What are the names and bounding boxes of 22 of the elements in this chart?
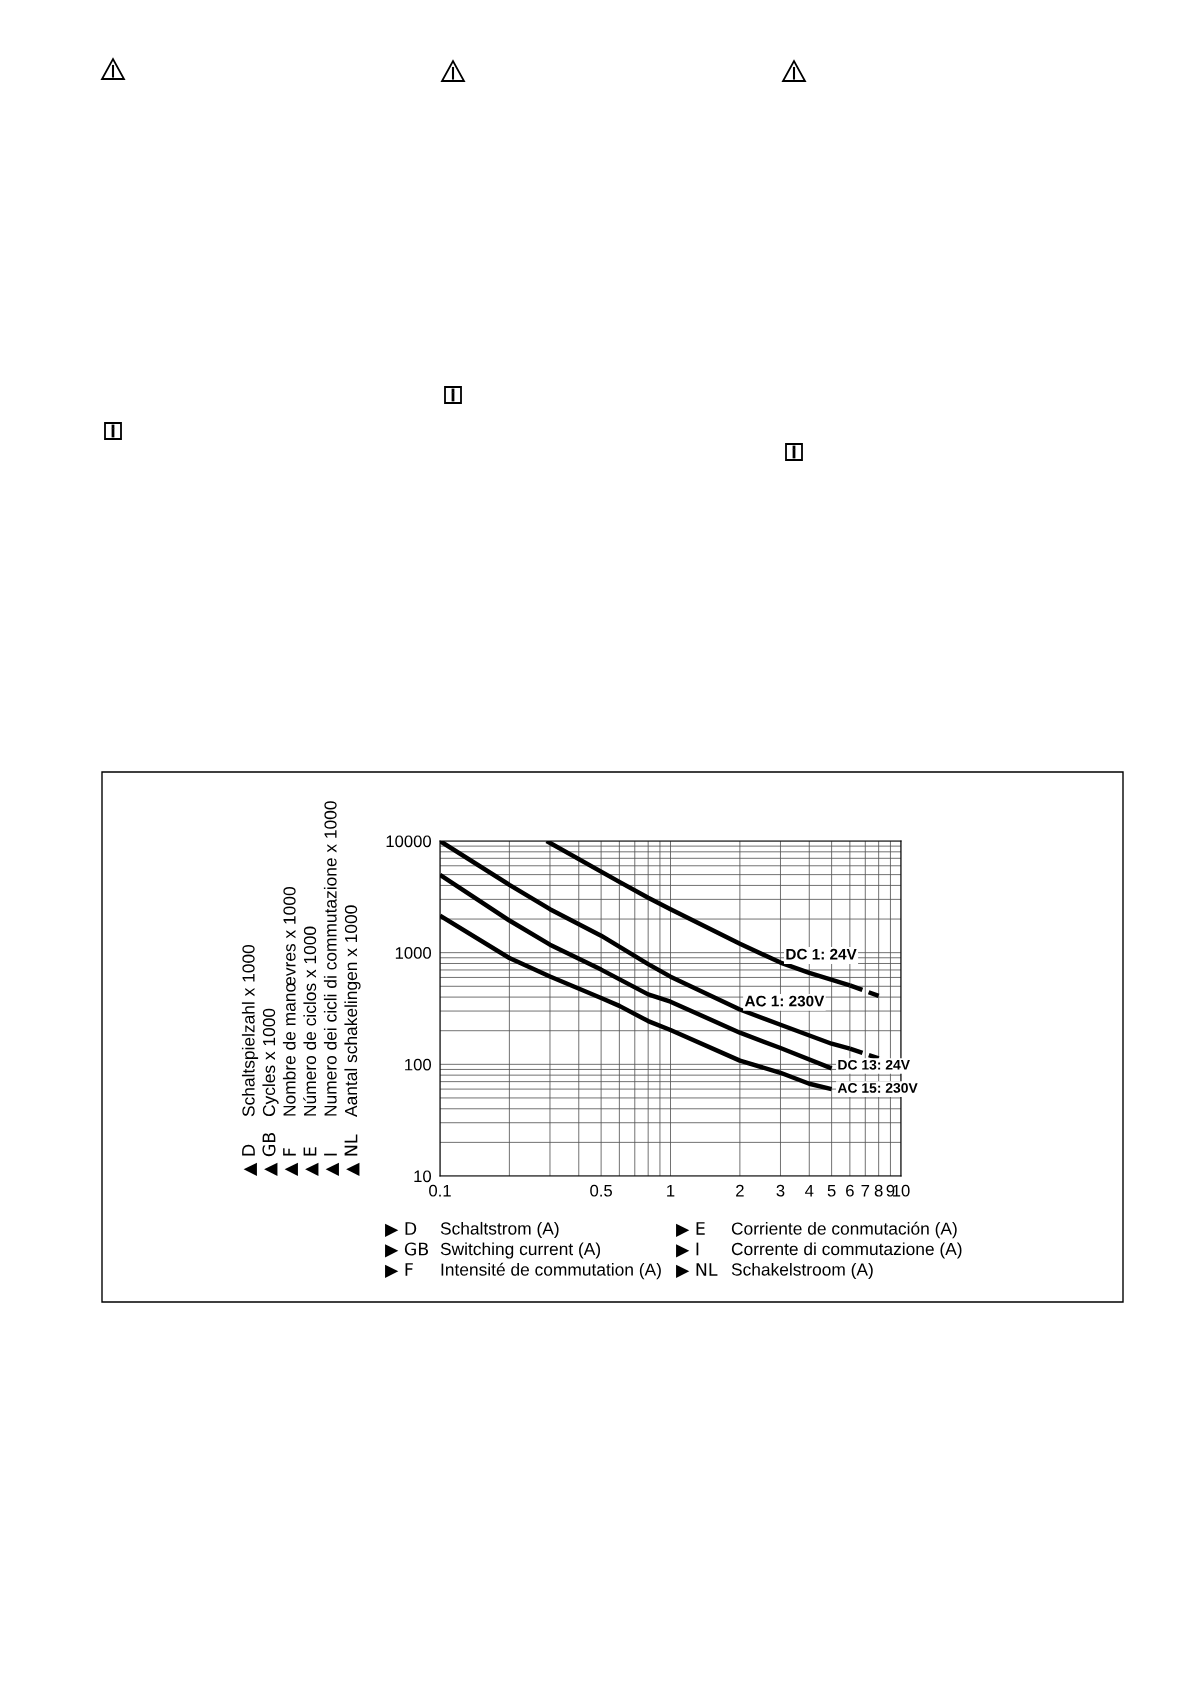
series-label: AC 15: 230V xyxy=(837,1083,918,1093)
x-tick-label: 1 xyxy=(667,1184,675,1197)
x-tick-label: 8 xyxy=(874,1184,883,1197)
text: ▲ D Schaltspielzahl x 1000 ▲ GB Cycles x 1000 ▲ F Nombre de manœvres x 1000 ▲ E Número de ciclos x 1000 ▲ I Numero dei cicli di commutazione x 1000 ▲ NL Aantal schakelingen x 1000 xyxy=(241,801,361,1176)
x-tick-label: 0.1 xyxy=(429,1184,451,1197)
x-tick-label: 4 xyxy=(805,1184,814,1197)
x-tick-label: 3 xyxy=(776,1184,785,1197)
x-tick-label: 5 xyxy=(827,1184,836,1197)
x-tick-label: 9 xyxy=(886,1184,895,1197)
x-tick-label: 0.5 xyxy=(590,1184,612,1197)
text: ▶ D Schaltstrom (A) ▶ GB Switching current (A) ▶ F Intensité de commutation (A) ▶ E Corriente de conmutación (A) ▶ I Corrente di commutazione (A) ▶ NL Schakelstroom (A) xyxy=(385,1221,962,1280)
series-label: DC 13: 24V xyxy=(838,1059,910,1070)
x-tick-label: 2 xyxy=(736,1184,744,1197)
series-label: DC 1: 24V xyxy=(786,948,857,960)
y-tick-label: 100 xyxy=(405,1058,432,1071)
x-tick-label: 6 xyxy=(846,1184,854,1197)
series-label: AC 1: 230V xyxy=(744,995,825,1007)
y-tick-label: 10000 xyxy=(386,835,432,848)
y-tick-label: 1000 xyxy=(395,947,432,959)
x-tick-label: 10 xyxy=(893,1184,910,1197)
y-tick-label: 10 xyxy=(414,1170,432,1183)
x-tick-label: 7 xyxy=(861,1184,870,1197)
